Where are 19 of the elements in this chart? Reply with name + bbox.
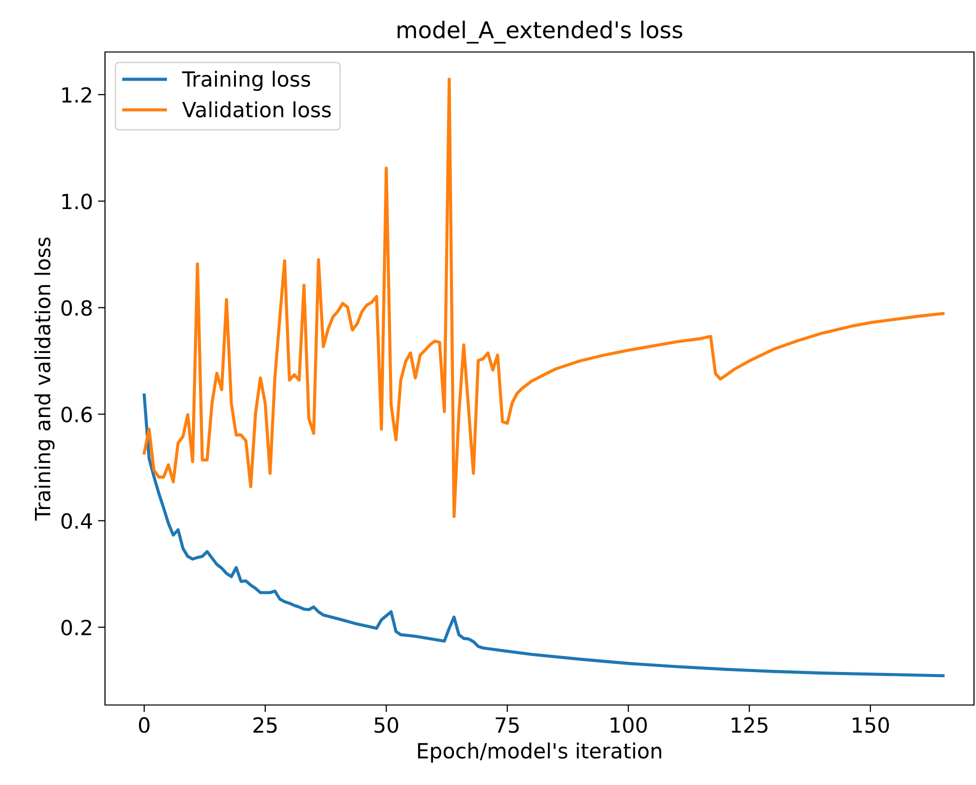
x-axis-title: Epoch/model's iteration [418,742,662,763]
x-tick-label: 150 [852,717,889,733]
x-tick-label: 50 [374,717,398,733]
x-tick-label: 100 [610,717,647,733]
y-tick-label: 1.0 [62,194,92,210]
x-tick-label: 75 [496,717,519,733]
y-tick-label: 0.8 [61,300,92,316]
y-tick-label: 0.6 [61,406,92,422]
x-tick-label: 25 [254,717,277,733]
y-tick-label: 1.2 [62,87,92,103]
y-tick-label: 0.4 [61,513,92,529]
chart-title: model_A_extended's loss [398,20,682,44]
x-tick-label: 0 [138,717,150,733]
y-tick-label: 0.2 [61,620,92,636]
x-tick-label: 125 [732,717,768,733]
legend-label: Training loss [182,70,310,91]
line-series [142,393,945,678]
y-axis-title: Training and validation loss [34,237,55,521]
legend-label: Validation loss [182,101,331,118]
